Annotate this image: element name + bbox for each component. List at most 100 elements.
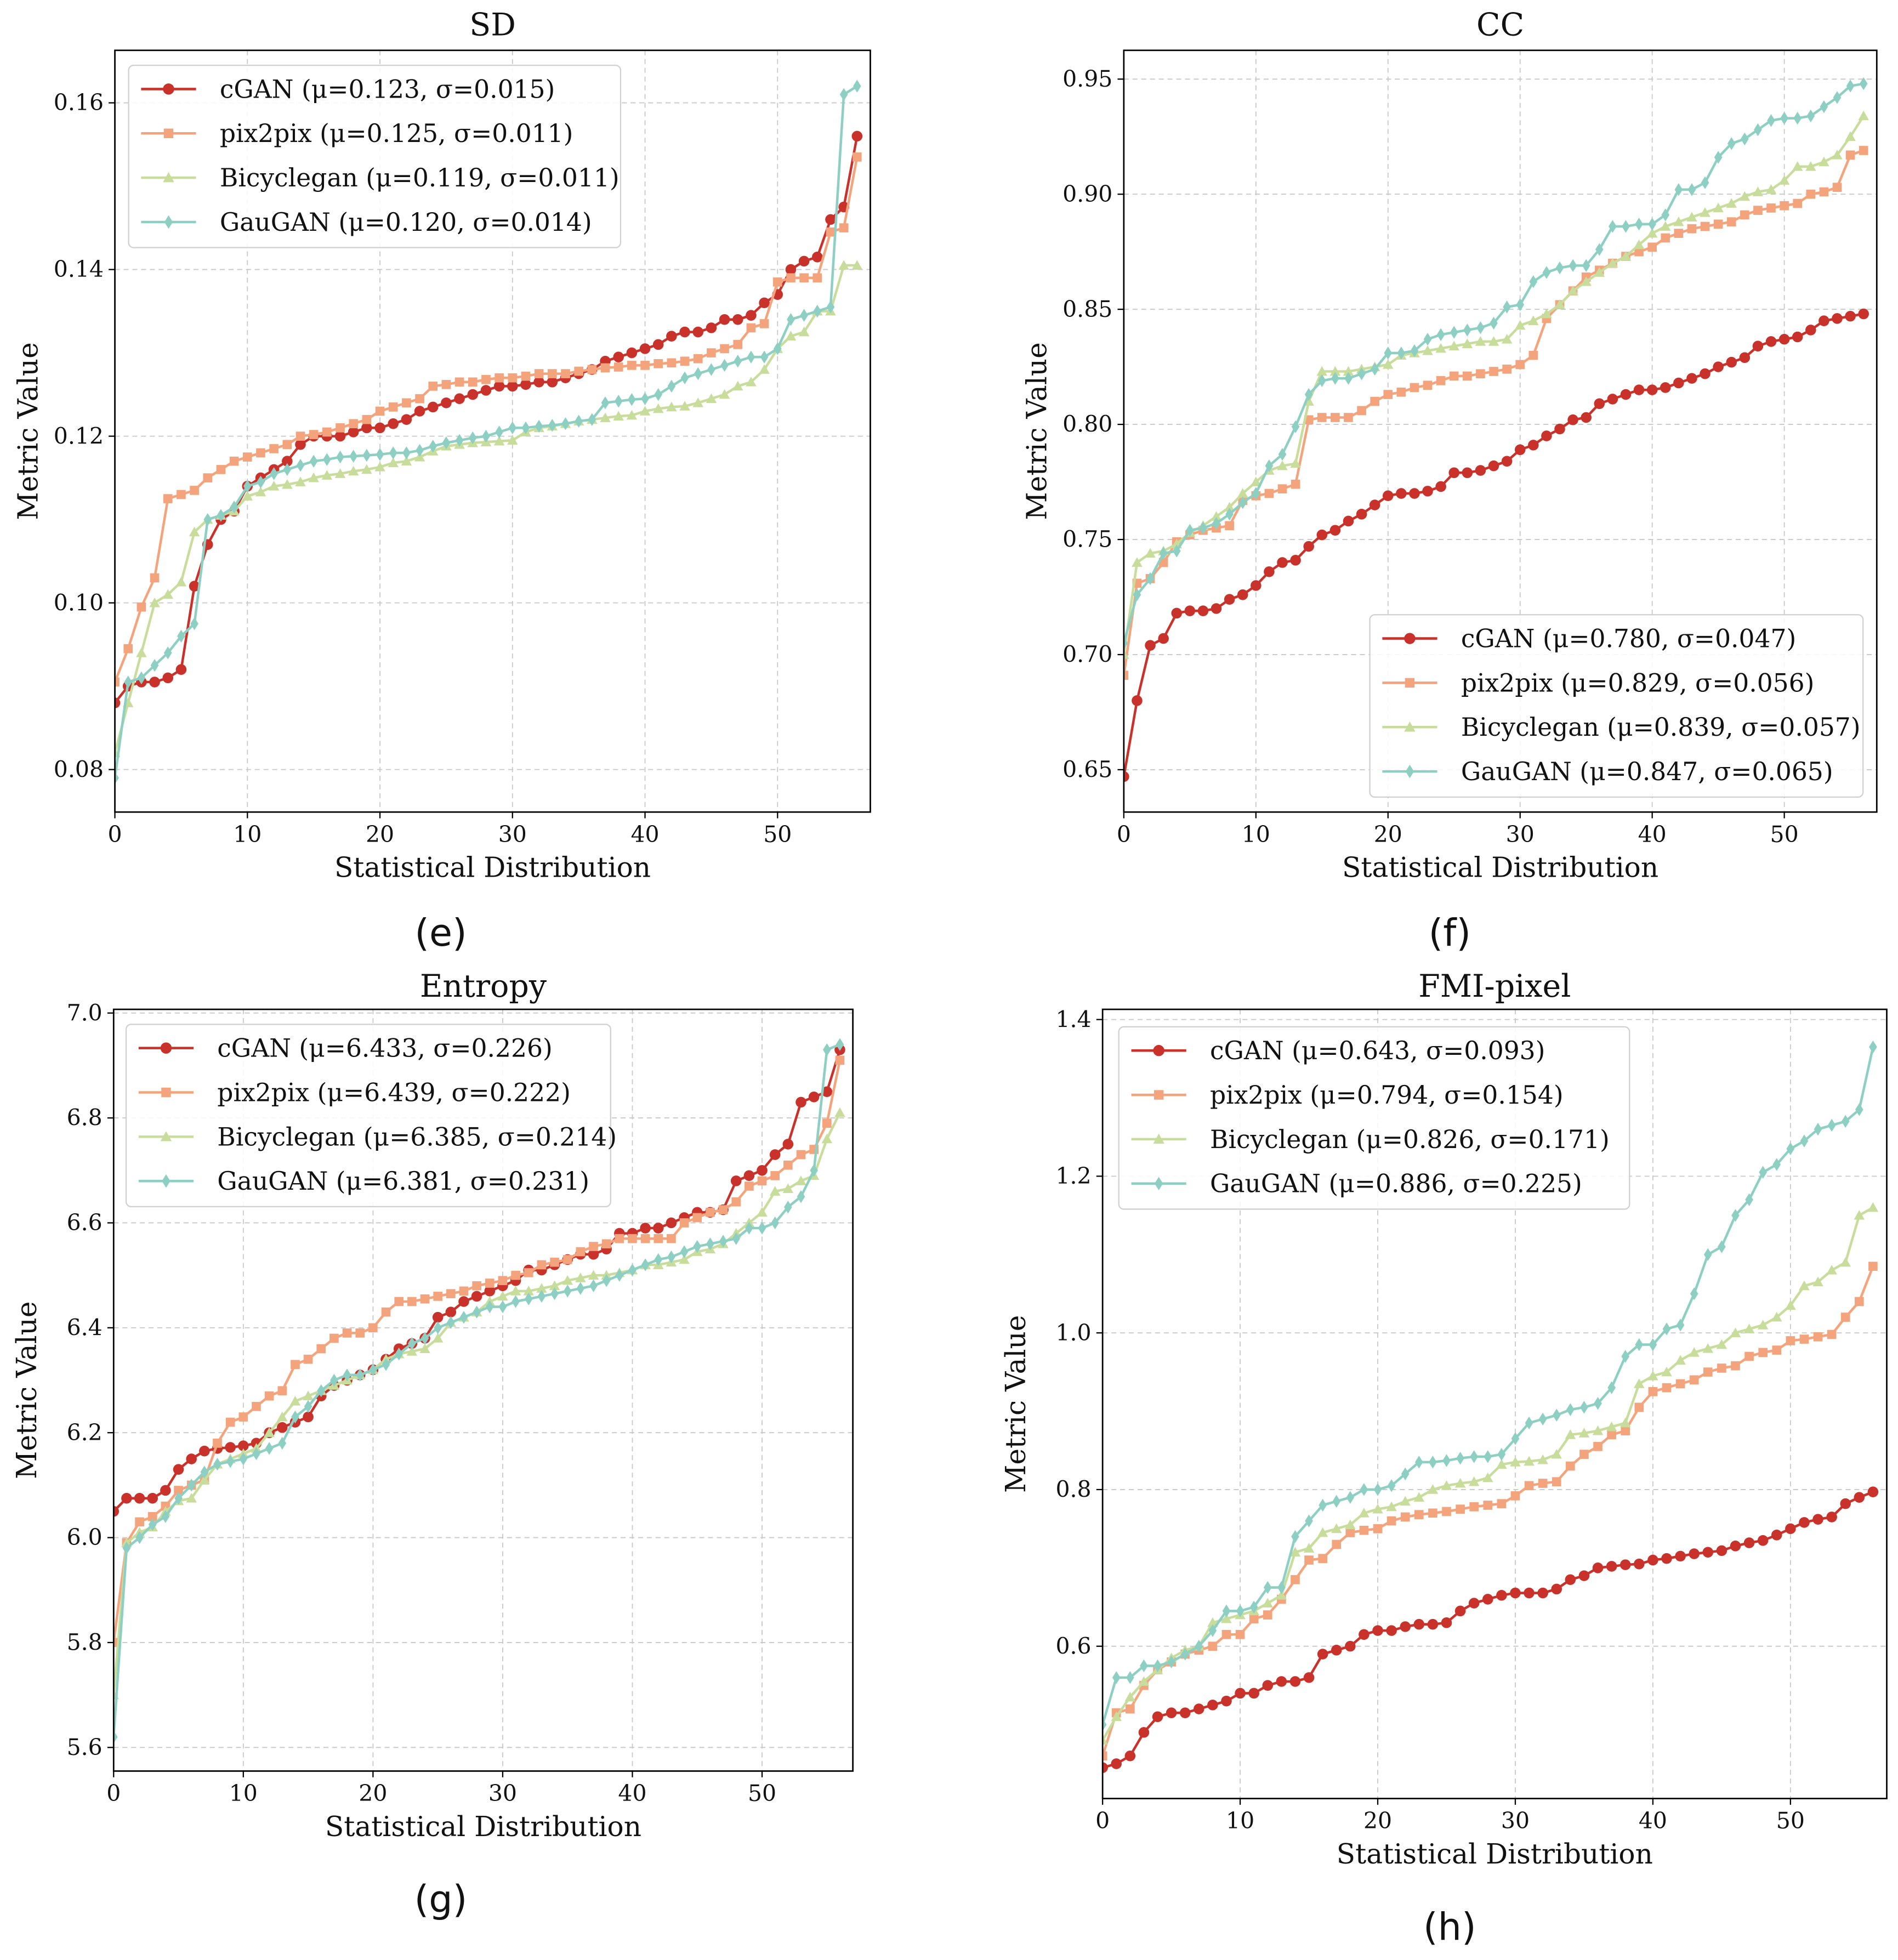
data-point-bicyclegan: [679, 1254, 690, 1264]
data-point-pix2pix: [1103, 1751, 1107, 1761]
data-point-pix2pix: [433, 1292, 442, 1301]
data-point-pix2pix: [1772, 1345, 1782, 1355]
data-point-gaugan: [376, 448, 384, 461]
data-point-gaugan: [265, 1442, 274, 1455]
data-point-gaugan: [1463, 323, 1471, 337]
data-point-bicyclegan: [666, 401, 677, 412]
data-point-pix2pix: [524, 1268, 533, 1277]
data-point-gaugan: [1569, 259, 1577, 272]
legend-item-cgan: cGAN (μ=0.643, σ=0.093): [1131, 1036, 1545, 1065]
data-point-pix2pix: [1414, 1510, 1424, 1519]
data-point-bicyclegan: [1496, 1459, 1507, 1469]
data-point-bicyclegan: [1132, 557, 1143, 567]
data-point-gaugan: [304, 1400, 312, 1413]
legend-label: Bicyclegan (μ=0.119, σ=0.011): [220, 163, 620, 192]
data-point-cgan: [134, 1493, 145, 1504]
data-point-pix2pix: [1331, 413, 1340, 422]
data-point-pix2pix: [336, 423, 345, 433]
data-point-gaugan: [115, 771, 119, 785]
data-point-cgan: [1329, 525, 1341, 536]
data-point-bicyclegan: [348, 465, 359, 476]
data-point-cgan: [507, 380, 518, 392]
data-point-cgan: [730, 1175, 742, 1186]
y-axis-label: Metric Value: [1021, 342, 1053, 520]
data-point-cgan: [1316, 529, 1328, 541]
data-point-gaugan: [1538, 1412, 1547, 1426]
data-point-cgan: [1211, 603, 1222, 614]
data-point-gaugan: [1580, 1401, 1588, 1414]
plot-frame: [1101, 1008, 1888, 1799]
legend-item-cgan: cGAN (μ=0.780, σ=0.047): [1382, 624, 1796, 654]
data-point-gaugan: [434, 1321, 442, 1334]
data-point-cgan: [1276, 1676, 1287, 1687]
data-point-pix2pix: [1208, 1641, 1218, 1651]
data-point-pix2pix: [256, 448, 265, 458]
data-point-cgan: [1152, 1711, 1163, 1723]
series-line-cgan: [1103, 1491, 1874, 1769]
data-point-bicyclegan: [493, 435, 505, 446]
data-point-pix2pix: [1687, 224, 1697, 234]
legend-item-pix2pix: pix2pix (μ=0.829, σ=0.056): [1382, 668, 1814, 697]
data-point-cgan: [1702, 1547, 1714, 1558]
data-point-gaugan: [641, 392, 649, 405]
data-point-gaugan: [1476, 321, 1485, 334]
data-point-cgan: [1592, 1563, 1604, 1573]
x-tick-label: 40: [1638, 821, 1667, 848]
data-point-cgan: [441, 397, 452, 408]
data-point-pix2pix: [1423, 380, 1433, 390]
chart-entropy: 0 10 20 30 40 50 5.6 5.8 6.0 6.2 6.4 6.6 6.8 7.0 Entro…: [10, 968, 854, 1922]
data-point-cgan: [1235, 1688, 1246, 1699]
data-point-cgan: [1673, 377, 1684, 389]
data-point-cgan: [679, 326, 690, 338]
data-point-cgan: [160, 1485, 171, 1496]
data-point-cgan: [238, 1440, 249, 1451]
legend: cGAN (μ=0.643, σ=0.093) pix2pix (μ=0.794,…: [1118, 1026, 1630, 1210]
data-point-gaugan: [512, 1295, 520, 1308]
y-tick-label: 0.10: [54, 589, 104, 616]
data-point-cgan: [1743, 1537, 1755, 1548]
data-point-cgan: [1606, 1561, 1617, 1572]
subfigure-caption: (g): [414, 1878, 468, 1922]
data-point-bicyclegan: [1124, 1691, 1136, 1702]
data-point-bicyclegan: [1237, 488, 1248, 498]
x-tick-label: 40: [630, 821, 659, 848]
data-point-gaugan: [1346, 1491, 1355, 1504]
data-point-pix2pix: [1449, 371, 1459, 381]
data-point-cgan: [1454, 1605, 1466, 1617]
data-point-gaugan: [495, 425, 503, 439]
data-point-pix2pix: [521, 371, 531, 381]
data-point-gaugan: [1714, 151, 1723, 164]
data-point-bicyclegan: [1413, 1492, 1425, 1502]
data-point-cgan: [1510, 1587, 1521, 1599]
data-point-pix2pix: [1383, 390, 1393, 399]
data-point-cgan: [175, 664, 187, 675]
data-point-cgan: [303, 1411, 314, 1423]
data-point-gaugan: [442, 436, 451, 450]
data-point-pix2pix: [1840, 1313, 1850, 1322]
data-point-cgan: [1581, 412, 1592, 423]
data-point-gaugan: [797, 1190, 805, 1203]
data-point-gaugan: [1387, 1479, 1396, 1492]
data-point-gaugan: [1635, 218, 1643, 231]
data-point-bicyclegan: [303, 1390, 314, 1401]
data-point-cgan: [480, 385, 492, 396]
data-point-cgan: [757, 1164, 768, 1176]
data-point-cgan: [1396, 488, 1407, 499]
data-point-bicyclegan: [1858, 110, 1869, 121]
data-point-gaugan: [1401, 1467, 1410, 1481]
data-point-gaugan: [1222, 1604, 1231, 1618]
data-point-pix2pix: [1744, 1351, 1754, 1361]
data-point-gaugan: [720, 359, 729, 372]
data-point-bicyclegan: [255, 486, 266, 497]
data-point-bicyclegan: [1400, 1496, 1411, 1506]
data-point-pix2pix: [1753, 206, 1763, 215]
data-point-pix2pix: [1497, 1499, 1507, 1508]
data-point-bicyclegan: [1372, 1503, 1383, 1514]
data-point-pix2pix: [216, 465, 226, 474]
data-point-gaugan: [813, 304, 822, 318]
x-tick-label: 50: [763, 821, 792, 848]
data-point-gaugan: [588, 413, 596, 426]
data-point-pix2pix: [839, 223, 849, 232]
data-point-gaugan: [667, 379, 676, 393]
data-point-gaugan: [508, 421, 517, 435]
